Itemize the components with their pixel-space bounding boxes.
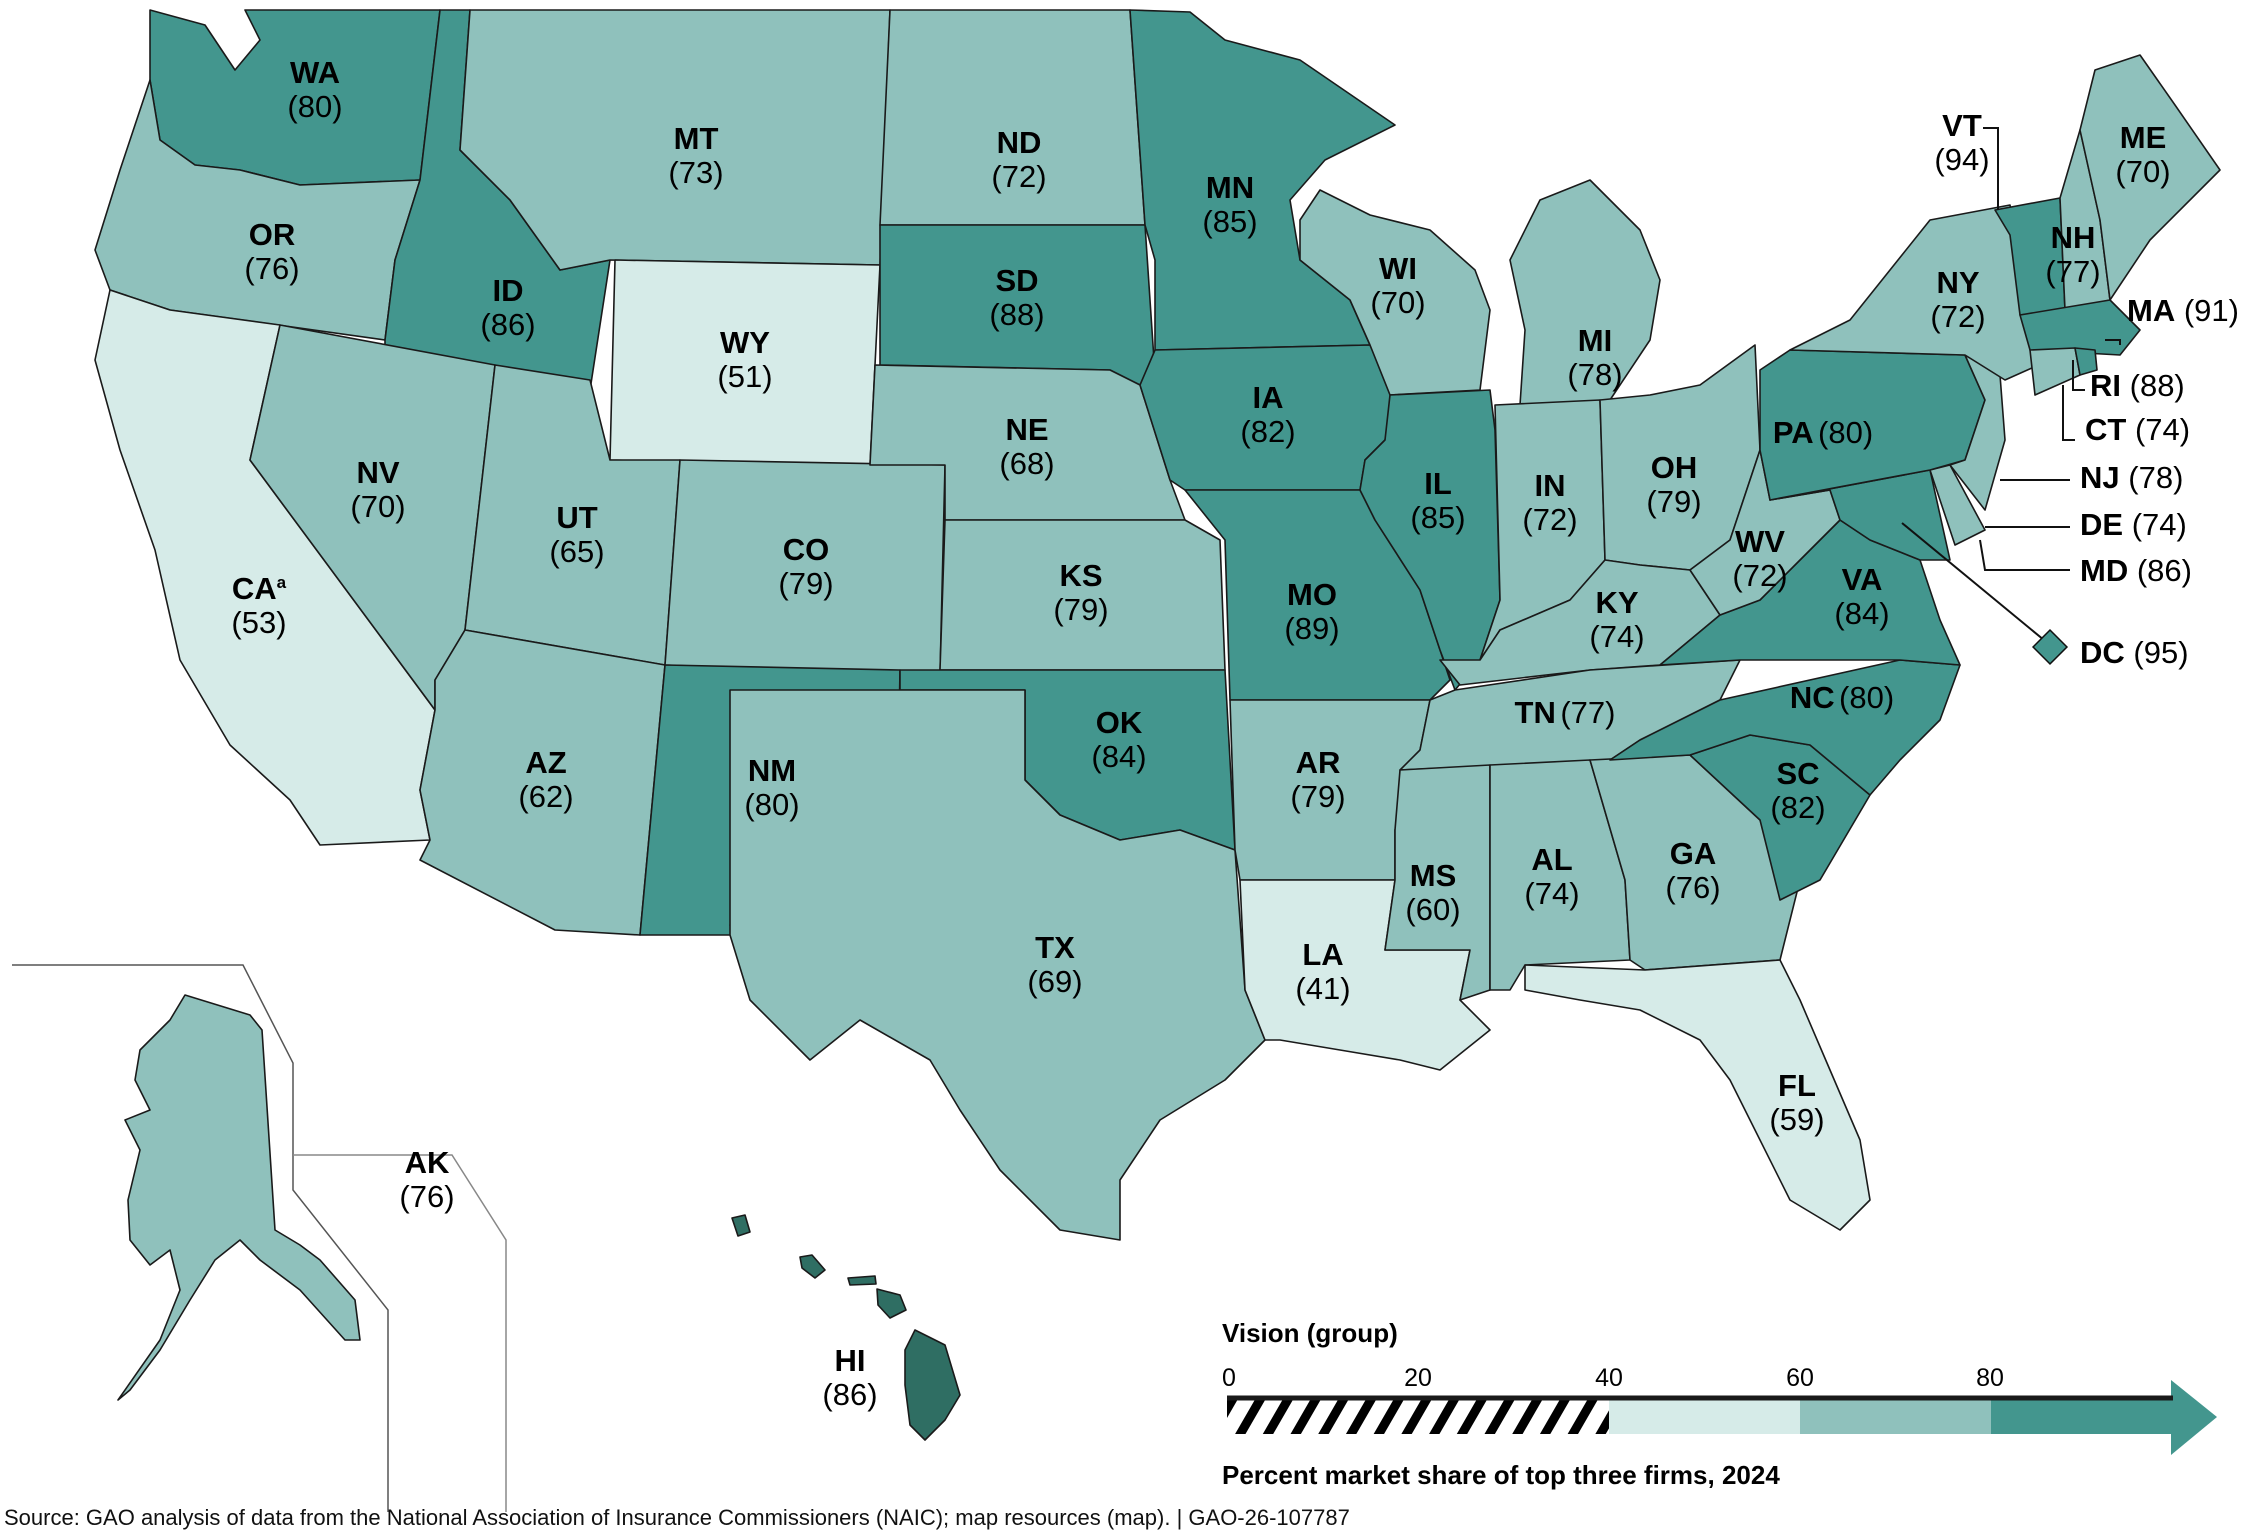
label-WI: WI (70) <box>1370 250 1426 320</box>
label-HI: HI (86) <box>822 1342 878 1412</box>
label-ME: ME (70) <box>2115 119 2171 189</box>
legend-bar <box>1227 1380 2217 1455</box>
label-AR: AR (79) <box>1290 744 1346 814</box>
label-OR: OR (76) <box>244 216 300 286</box>
label-IN: IN (72) <box>1522 467 1578 537</box>
label-AZ: AZ (62) <box>518 744 574 814</box>
state-KS <box>939 519 1226 671</box>
label-NJ: NJ (78) <box>2080 460 2184 495</box>
label-PA: PA (80) <box>1772 414 1874 450</box>
label-MD: MD (86) <box>2080 553 2192 588</box>
label-MA: MA (91) <box>2127 293 2239 328</box>
label-IL: IL (85) <box>1410 465 1466 535</box>
state-ME <box>2079 54 2221 301</box>
label-CA: CAa (53) <box>231 570 287 640</box>
state-AK <box>117 994 361 1401</box>
dc-marker <box>2031 628 2069 666</box>
label-DE: DE (74) <box>2080 507 2187 542</box>
state-HI-molokai <box>847 1275 877 1286</box>
label-OH: OH (79) <box>1646 449 1702 519</box>
label-CO: CO (79) <box>778 531 834 601</box>
label-WY: WY (51) <box>717 324 773 394</box>
state-HI-oahu <box>799 1254 826 1279</box>
label-WV: WV (72) <box>1732 523 1788 593</box>
label-MN: MN (85) <box>1202 169 1258 239</box>
state-MD <box>1769 469 1951 561</box>
label-AK: AK (76) <box>399 1144 455 1214</box>
legend-tick-80: 80 <box>1976 1364 2004 1392</box>
state-MI <box>1509 179 1661 406</box>
label-SD: SD (88) <box>989 262 1045 332</box>
legend-caption: Percent market share of top three firms,… <box>1222 1460 1780 1490</box>
state-NJ <box>1949 354 2006 511</box>
state-HI-maui <box>876 1288 907 1319</box>
label-MT: MT (73) <box>668 120 724 190</box>
inset-frame-alaska <box>12 964 389 1512</box>
label-MS: MS (60) <box>1405 857 1461 927</box>
state-MN <box>1129 9 1396 351</box>
label-NY: NY (72) <box>1930 264 1986 334</box>
label-NM: NM (80) <box>744 752 800 822</box>
label-NE: NE (68) <box>999 411 1055 481</box>
leader-lines <box>1901 127 2121 646</box>
label-FL: FL (59) <box>1769 1067 1825 1137</box>
label-DC: DC (95) <box>2080 635 2189 670</box>
label-CT: CT (74) <box>2085 412 2191 447</box>
label-IA: IA (82) <box>1240 379 1296 449</box>
label-UT: UT (65) <box>549 499 605 569</box>
label-NH: NH (77) <box>2045 219 2101 289</box>
label-ID: ID (86) <box>480 272 536 342</box>
state-HI-big-island <box>904 1329 961 1441</box>
label-MI: MI (78) <box>1567 322 1623 392</box>
legend-title: Vision (group) <box>1222 1318 1398 1348</box>
label-KS: KS (79) <box>1053 557 1109 627</box>
label-NV: NV (70) <box>350 454 406 524</box>
state-FL <box>1524 959 1871 1231</box>
inset-frame-hawaii <box>293 1154 507 1512</box>
legend-tick-0: 0 <box>1222 1364 1236 1392</box>
label-LA: LA (41) <box>1295 936 1351 1006</box>
label-VA: VA (84) <box>1834 561 1890 631</box>
label-MO: MO (89) <box>1284 576 1340 646</box>
state-NC <box>1609 659 1961 796</box>
label-ND: ND (72) <box>991 124 1047 194</box>
legend-tick-20: 20 <box>1404 1364 1432 1392</box>
label-AL: AL (74) <box>1524 841 1580 911</box>
state-RI <box>2074 347 2098 376</box>
label-GA: GA (76) <box>1665 835 1721 905</box>
legend-tick-60: 60 <box>1786 1364 1814 1392</box>
legend-tick-40: 40 <box>1595 1364 1623 1392</box>
state-MA <box>2019 299 2141 356</box>
label-RI: RI (88) <box>2090 368 2185 403</box>
source-note: Source: GAO analysis of data from the Na… <box>4 1505 1350 1530</box>
label-OK: OK (84) <box>1091 704 1147 774</box>
label-NC: NC (80) <box>1789 679 1895 715</box>
state-WI <box>1299 189 1491 396</box>
label-SC: SC (82) <box>1770 755 1826 825</box>
label-KY: KY (74) <box>1589 584 1645 654</box>
state-HI-kauai <box>731 1214 751 1237</box>
state-TX <box>729 689 1266 1241</box>
label-TN: TN (77) <box>1514 694 1616 730</box>
label-WA: WA (80) <box>287 54 343 124</box>
label-TX: TX (69) <box>1027 929 1083 999</box>
label-VT: VT (94) <box>1934 107 1990 177</box>
